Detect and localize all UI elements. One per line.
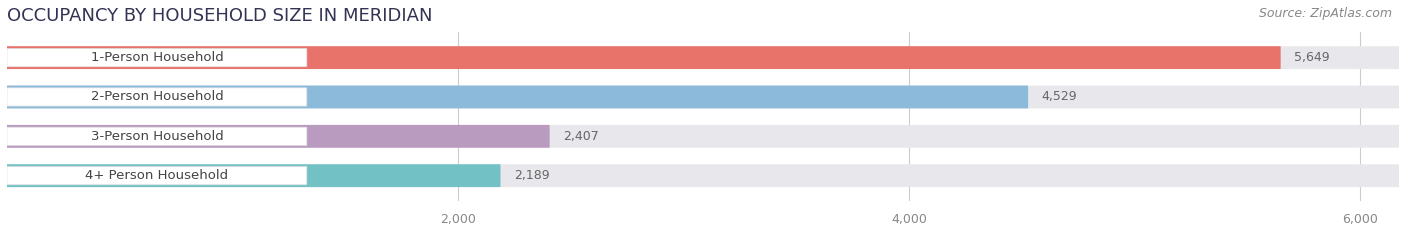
FancyBboxPatch shape [7,164,501,187]
Text: 4+ Person Household: 4+ Person Household [86,169,228,182]
Text: 2,189: 2,189 [515,169,550,182]
FancyBboxPatch shape [7,88,307,106]
FancyBboxPatch shape [7,46,1399,69]
FancyBboxPatch shape [7,125,1399,148]
FancyBboxPatch shape [7,46,1281,69]
FancyBboxPatch shape [7,86,1399,108]
Text: 2-Person Household: 2-Person Household [90,90,224,103]
FancyBboxPatch shape [7,167,307,185]
Text: 5,649: 5,649 [1294,51,1330,64]
Text: 3-Person Household: 3-Person Household [90,130,224,143]
FancyBboxPatch shape [7,127,307,145]
Text: 4,529: 4,529 [1042,90,1077,103]
Text: OCCUPANCY BY HOUSEHOLD SIZE IN MERIDIAN: OCCUPANCY BY HOUSEHOLD SIZE IN MERIDIAN [7,7,433,25]
FancyBboxPatch shape [7,164,1399,187]
FancyBboxPatch shape [7,86,1028,108]
Text: 2,407: 2,407 [564,130,599,143]
Text: 1-Person Household: 1-Person Household [90,51,224,64]
FancyBboxPatch shape [7,125,550,148]
Text: Source: ZipAtlas.com: Source: ZipAtlas.com [1258,7,1392,20]
FancyBboxPatch shape [7,48,307,67]
